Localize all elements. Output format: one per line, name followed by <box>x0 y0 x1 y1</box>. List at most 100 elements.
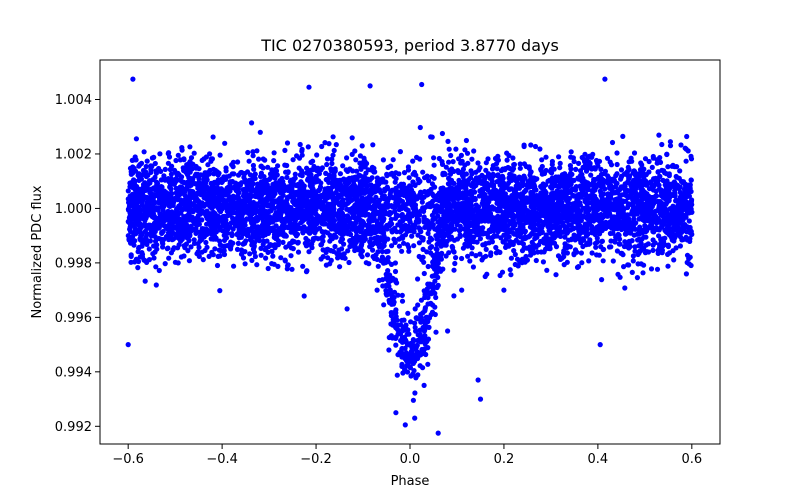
data-point <box>479 257 485 263</box>
data-point <box>592 166 598 172</box>
data-point <box>307 201 313 207</box>
data-point <box>656 158 662 164</box>
data-point <box>482 176 488 182</box>
data-point <box>144 158 150 164</box>
data-point <box>519 248 526 254</box>
data-point <box>399 248 405 254</box>
data-point <box>188 244 194 250</box>
data-point <box>290 238 296 244</box>
data-point <box>236 235 242 241</box>
data-point <box>630 170 636 176</box>
data-point <box>683 271 690 277</box>
data-point <box>528 203 534 210</box>
data-point <box>358 243 364 249</box>
data-point <box>235 240 241 246</box>
data-point <box>265 164 271 170</box>
data-point <box>258 252 264 258</box>
data-point <box>349 151 355 157</box>
data-point <box>648 266 655 272</box>
data-point <box>591 177 598 183</box>
data-point <box>166 255 172 261</box>
data-point <box>191 150 197 156</box>
data-point <box>471 148 477 154</box>
data-point <box>381 302 387 308</box>
data-point <box>396 243 402 249</box>
data-point <box>392 268 399 275</box>
data-point <box>516 240 522 246</box>
data-point <box>386 283 392 289</box>
data-point <box>523 253 529 260</box>
data-point <box>587 161 593 167</box>
data-point <box>335 255 341 261</box>
data-point <box>469 171 475 177</box>
data-point <box>414 342 420 348</box>
data-point <box>337 230 344 236</box>
data-point <box>252 253 258 260</box>
data-point <box>607 230 614 237</box>
data-point <box>549 185 555 191</box>
data-point <box>469 251 475 257</box>
data-point <box>451 267 457 273</box>
data-point <box>439 130 445 137</box>
data-point <box>687 238 693 244</box>
data-point <box>391 294 397 301</box>
data-point <box>666 171 672 177</box>
data-point <box>300 263 306 269</box>
data-point <box>175 232 182 238</box>
data-point <box>288 229 294 235</box>
data-point <box>177 216 183 222</box>
data-point <box>494 233 500 239</box>
data-point <box>406 175 412 181</box>
data-point <box>182 245 188 251</box>
data-point <box>136 163 142 169</box>
data-point <box>404 242 411 248</box>
data-point <box>389 221 395 227</box>
data-point <box>317 184 324 190</box>
data-point <box>599 238 605 245</box>
data-point <box>462 147 468 153</box>
data-point <box>210 134 216 140</box>
data-point <box>222 140 228 146</box>
data-point <box>473 253 479 259</box>
data-point <box>175 152 181 158</box>
data-point <box>406 210 412 216</box>
data-point <box>476 216 482 222</box>
chart-title: TIC 0270380593, period 3.8770 days <box>260 36 559 55</box>
data-point <box>643 182 649 188</box>
data-point <box>223 229 229 235</box>
data-point <box>206 253 212 259</box>
data-point <box>431 155 437 161</box>
data-point <box>553 272 559 278</box>
data-point <box>443 253 449 259</box>
data-point <box>367 192 373 198</box>
data-point <box>588 172 594 178</box>
data-point <box>303 243 309 249</box>
data-point <box>247 251 253 257</box>
data-point <box>551 176 557 182</box>
data-point <box>250 204 256 210</box>
data-point <box>246 158 252 164</box>
data-point <box>457 233 463 239</box>
data-point <box>665 164 671 170</box>
data-point <box>203 239 209 246</box>
data-point <box>431 175 437 181</box>
data-point <box>181 253 187 259</box>
data-point <box>685 204 692 211</box>
data-point <box>324 156 331 162</box>
data-point <box>323 262 329 268</box>
data-point <box>314 152 320 158</box>
data-point <box>482 242 488 248</box>
data-point <box>280 192 286 198</box>
data-point <box>418 234 424 241</box>
data-point <box>614 161 620 168</box>
data-point <box>677 168 683 174</box>
data-point <box>571 232 577 238</box>
data-point <box>361 238 367 244</box>
data-point <box>297 141 303 148</box>
data-point <box>135 249 141 255</box>
data-points <box>125 76 695 436</box>
data-point <box>494 179 500 185</box>
data-point <box>465 253 471 259</box>
data-point <box>168 190 174 197</box>
data-point <box>483 253 489 259</box>
